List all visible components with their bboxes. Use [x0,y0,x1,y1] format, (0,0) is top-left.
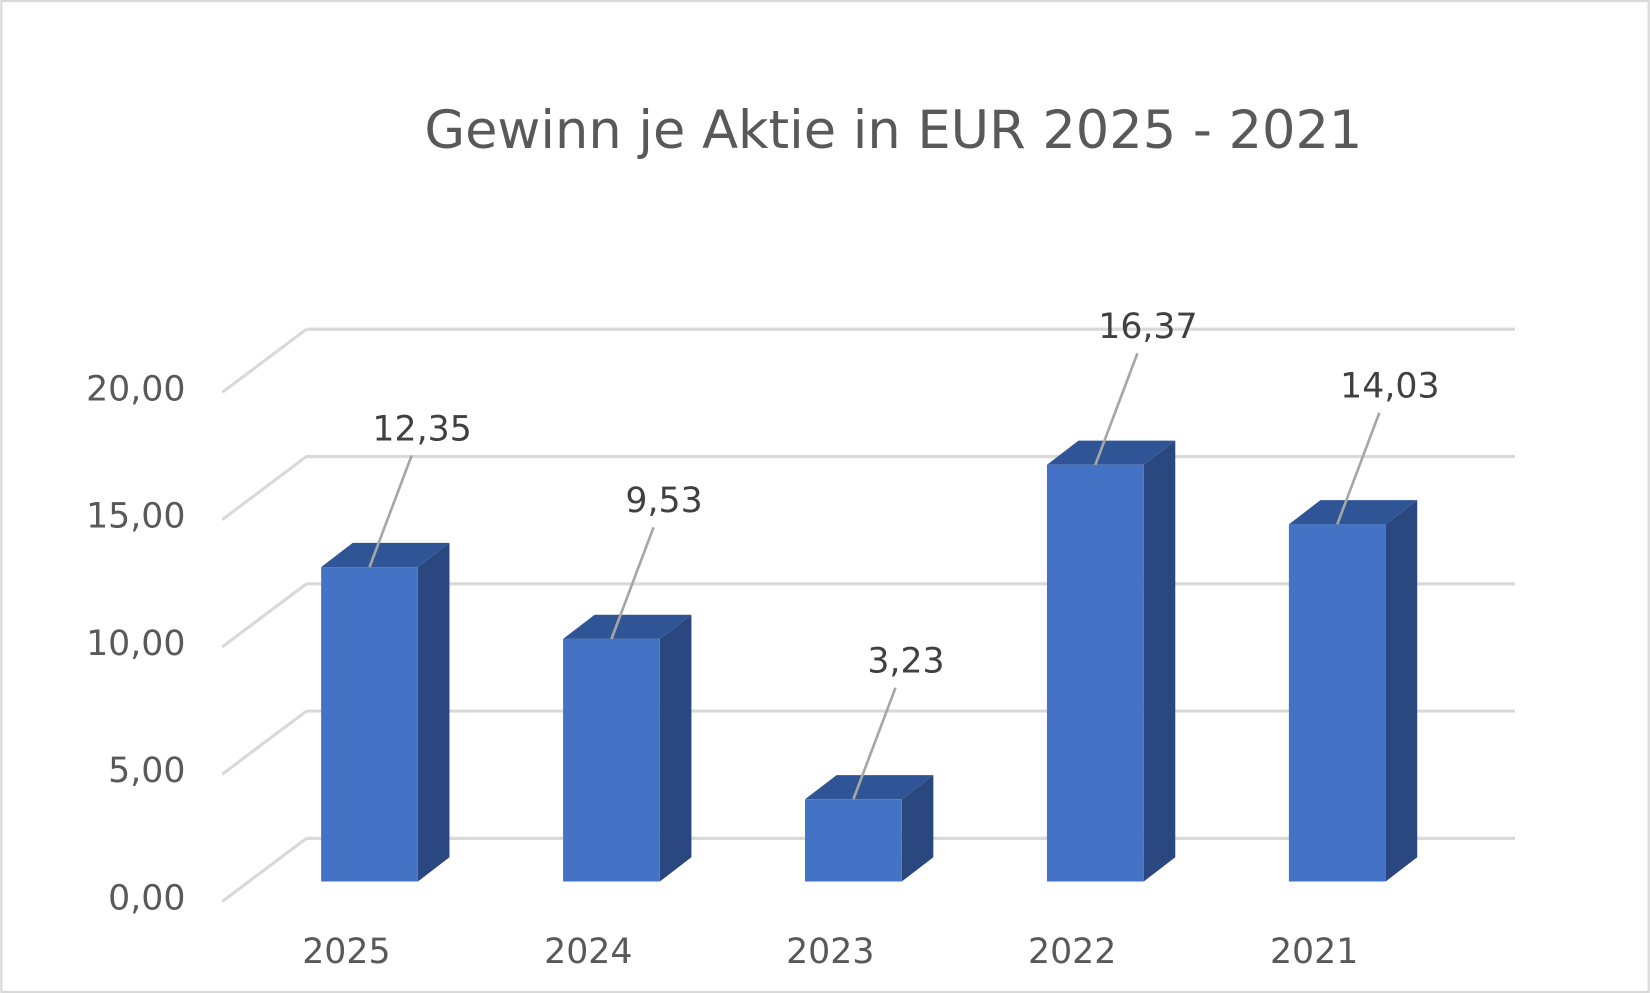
bar [1046,464,1144,882]
x-tick-label: 2023 [786,932,874,972]
bar-top [1046,440,1176,465]
bar [321,567,418,882]
grid-line-floor [221,709,308,776]
y-tick-label: 5,00 [108,751,185,791]
bar-top [321,542,450,568]
bar [805,799,902,882]
grid-line-floor [221,837,308,903]
grid-line-floor [221,455,308,521]
x-tick-label: 2024 [544,932,632,972]
x-tick-label: 2022 [1028,932,1116,972]
chart-title: Gewinn je Aktie in EUR 2025 - 2021 [424,100,1362,161]
leader-line [1094,352,1139,466]
bar [563,638,660,882]
bar-top [563,614,692,639]
data-label: 12,35 [372,409,471,449]
bar-top [805,775,934,800]
bar-side [659,614,692,882]
data-label: 16,37 [1098,307,1197,347]
grid-line-floor [221,582,308,649]
y-tick-label: 10,00 [86,624,185,664]
x-tick-label: 2025 [302,932,390,972]
bar-side [417,542,450,882]
data-label: 14,03 [1340,367,1439,407]
y-tick-label: 20,00 [86,369,185,409]
bar-side [1385,500,1418,882]
leader-line [368,455,413,568]
y-tick-label: 0,00 [108,878,185,918]
grid-line-floor [221,327,308,394]
data-label: 3,23 [867,642,944,682]
data-label: 9,53 [625,481,702,521]
leader-line [1336,412,1381,525]
bar-top [1288,500,1418,525]
leader-line [610,526,655,640]
leader-line [852,687,897,800]
bar [1288,524,1386,882]
x-tick-label: 2021 [1270,932,1358,972]
y-tick-label: 15,00 [86,497,185,537]
bar-side [1143,440,1176,882]
bar-side [901,775,934,882]
